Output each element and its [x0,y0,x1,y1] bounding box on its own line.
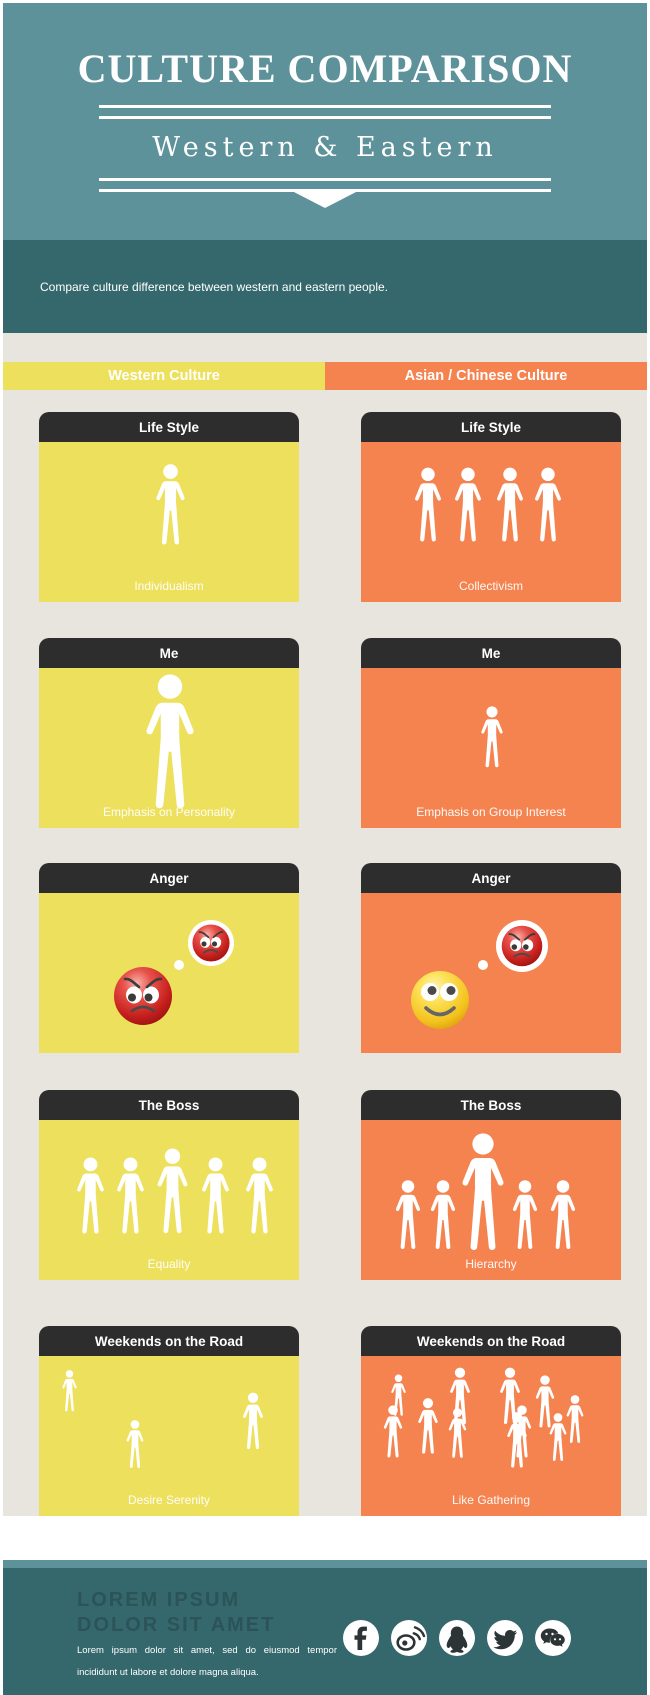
weibo-icon[interactable] [391,1620,427,1656]
card-life-style-east: Life Style Collectivism [361,412,621,602]
card-title: Anger [361,863,621,893]
row-anger: Anger Anger [39,863,621,1053]
big-boss-small-people-icon [509,1180,541,1252]
five-equal-people-icon [198,1157,233,1237]
facebook-icon[interactable] [343,1620,379,1656]
big-boss-small-people-icon [427,1180,459,1252]
crowd-gathering-icon [446,1408,469,1460]
angry-face-thinking-angry-icon [112,920,234,1027]
card-title: Me [361,638,621,668]
crowd-gathering-icon [381,1405,405,1460]
column-headers: Western Culture Asian / Chinese Culture [3,333,647,390]
card-title: The Boss [361,1090,621,1120]
card-title: Life Style [39,412,299,442]
footer-accent-strip [3,1560,647,1568]
footer-heading: LOREM IPSUM DOLOR SIT AMET [77,1588,275,1638]
card-life-style-west: Life Style Individualism [39,412,299,602]
three-scattered-people-icon [60,1370,79,1413]
five-equal-people-icon [73,1157,108,1237]
card-anger-west: Anger [39,863,299,1053]
single-person-icon [152,464,189,548]
people-holding-hands-icon [493,467,527,545]
row-me: Me Emphasis on Personality Me Emphasis o… [39,638,621,828]
footer-body-text: Lorem ipsum dolor sit amet, sed do eiusm… [77,1645,337,1678]
infographic-page: CULTURE COMPARISON Western & Eastern Com… [0,3,650,1695]
row-the-boss: The Boss Equality The Boss [39,1090,621,1280]
row-life-style: Life Style Individualism Life Style Coll… [39,412,621,602]
social-icons-bar [343,1620,571,1656]
three-scattered-people-icon [124,1420,146,1470]
card-caption: Emphasis on Group Interest [416,805,566,819]
three-scattered-people-icon [240,1392,266,1452]
big-boss-small-people-icon [547,1180,579,1252]
card-title: Me [39,638,299,668]
people-holding-hands-icon [411,467,445,545]
page-title: CULTURE COMPARISON [77,46,573,91]
crowd-gathering-icon [547,1413,569,1463]
card-boss-east: The Boss Hierarchy [361,1090,621,1280]
card-caption: Hierarchy [465,1257,517,1271]
divider-double-line [99,105,551,119]
card-me-east: Me Emphasis on Group Interest [361,638,621,828]
card-caption: Emphasis on Personality [102,805,236,819]
five-equal-people-icon [153,1148,192,1237]
crowd-gathering-icon [510,1405,534,1460]
crowd-gathering-icon [415,1398,441,1456]
card-weekends-west: Weekends on the Road Desire Serenity [39,1326,299,1516]
five-equal-people-icon [113,1157,148,1237]
comparison-area: Western Culture Asian / Chinese Culture … [3,333,647,1516]
big-boss-small-people-icon [392,1180,424,1252]
people-holding-hands-icon [531,467,565,545]
card-title: Anger [39,863,299,893]
people-holding-hands-icon [451,467,485,545]
qq-icon[interactable] [439,1620,475,1656]
card-caption: Equality [147,1257,191,1271]
intro-band: Compare culture difference between weste… [3,240,647,333]
card-me-west: Me Emphasis on Personality [39,638,299,828]
card-caption: Desire Serenity [127,1493,211,1507]
hero-section: CULTURE COMPARISON Western & Eastern [3,3,647,240]
card-caption: Like Gathering [451,1493,531,1507]
wechat-icon[interactable] [535,1620,571,1656]
divider-double-line [99,178,551,192]
footer-section: LOREM IPSUM DOLOR SIT AMET Lorem ipsum d… [3,1568,647,1695]
large-person-icon [139,674,201,814]
intro-description: Compare culture difference between weste… [40,279,388,294]
down-triangle-ornament [292,191,358,208]
card-title: Weekends on the Road [39,1326,299,1356]
card-title: The Boss [39,1090,299,1120]
five-equal-people-icon [242,1157,277,1237]
column-header-asian: Asian / Chinese Culture [325,362,647,390]
smiling-face-thinking-angry-icon [409,920,548,1031]
card-title: Life Style [361,412,621,442]
card-weekends-east: Weekends on the Road Like Gatherin [361,1326,621,1516]
page-subtitle: Western & Eastern [152,132,498,163]
card-anger-east: Anger [361,863,621,1053]
big-boss-small-people-icon [456,1133,510,1255]
row-weekends: Weekends on the Road Desire Serenity Wee… [39,1326,621,1516]
card-caption: Individualism [134,579,204,593]
twitter-icon[interactable] [487,1620,523,1656]
column-header-western: Western Culture [3,362,325,390]
card-boss-west: The Boss Equality [39,1090,299,1280]
footer-heading-line1: LOREM IPSUM [77,1589,241,1611]
small-person-icon [478,706,506,770]
card-caption: Collectivism [458,579,523,593]
card-title: Weekends on the Road [361,1326,621,1356]
footer-heading-line2: DOLOR SIT AMET [77,1614,276,1636]
